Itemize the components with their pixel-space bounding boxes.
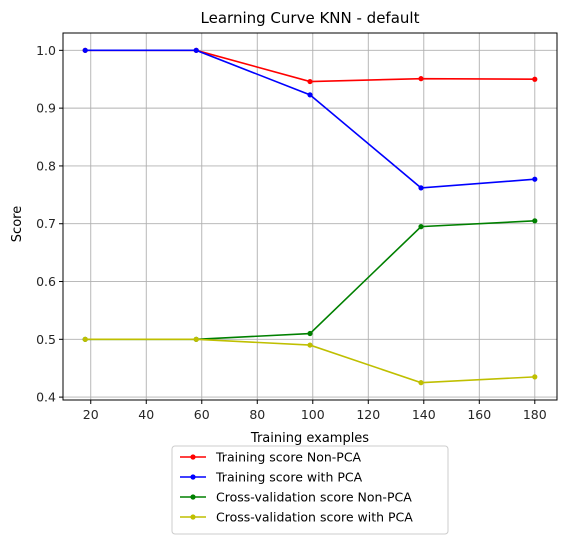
series-4-point (307, 342, 313, 348)
legend-swatch-marker (190, 474, 196, 480)
series-4-point (193, 336, 199, 342)
y-tick-label: 0.4 (36, 390, 56, 405)
legend-label: Training score with PCA (215, 470, 363, 485)
series-1-point (307, 78, 313, 85)
y-tick-label: 0.5 (36, 332, 56, 347)
series-1-point (532, 76, 538, 82)
legend-label: Training score Non-PCA (215, 450, 362, 465)
series-4-point (418, 380, 424, 386)
series-4-point (82, 336, 88, 342)
legend-swatch-marker (190, 514, 196, 520)
legend-swatch-marker (190, 494, 196, 500)
x-tick-label: 180 (523, 407, 547, 422)
series-4-point (532, 374, 538, 380)
y-tick-label: 0.6 (36, 274, 56, 289)
y-tick-label: 0.7 (36, 216, 56, 231)
series-3-point (532, 218, 538, 224)
x-tick-label: 40 (138, 407, 154, 422)
y-axis-label: Score (10, 206, 25, 242)
x-tick-label: 80 (249, 407, 265, 422)
y-tick-label: 0.8 (36, 158, 56, 173)
x-axis-label: Training examples (250, 431, 369, 446)
y-tick-label: 0.9 (36, 101, 56, 116)
x-tick-label: 20 (83, 407, 99, 422)
x-axis: 20 40 60 80 100 120 140 160 180 (83, 400, 547, 422)
series-1-point (418, 76, 424, 82)
legend-label: Cross-validation score Non-PCA (216, 490, 412, 505)
series-1-line (85, 49, 535, 83)
series-2-point (193, 47, 199, 53)
legend-swatch-marker (190, 454, 196, 460)
legend-label: Cross-validation score with PCA (216, 510, 413, 525)
legend-box (171, 445, 449, 535)
x-tick-label: 100 (301, 407, 325, 422)
series-3-point (307, 330, 313, 337)
legend: Training score Non-PCA Training score wit… (171, 445, 449, 535)
x-tick-label: 160 (467, 407, 491, 422)
series-2-point (307, 92, 313, 98)
series-2-point (418, 185, 424, 191)
series-3-point (418, 224, 424, 230)
series-3-line (85, 220, 535, 341)
x-tick-label: 120 (356, 407, 380, 422)
chart-title: Learning Curve KNN - default (201, 9, 420, 27)
plot-frame (62, 32, 558, 401)
y-tick-label: 1.0 (36, 43, 56, 58)
x-tick-label: 140 (412, 407, 436, 422)
x-tick-label: 60 (194, 407, 210, 422)
series-2-point (532, 176, 538, 182)
y-axis: 0.4 0.5 0.6 0.7 0.8 0.9 1.0 (36, 43, 63, 405)
series-group (82, 47, 538, 386)
series-2-point (82, 47, 88, 53)
series-2-line (85, 49, 535, 189)
